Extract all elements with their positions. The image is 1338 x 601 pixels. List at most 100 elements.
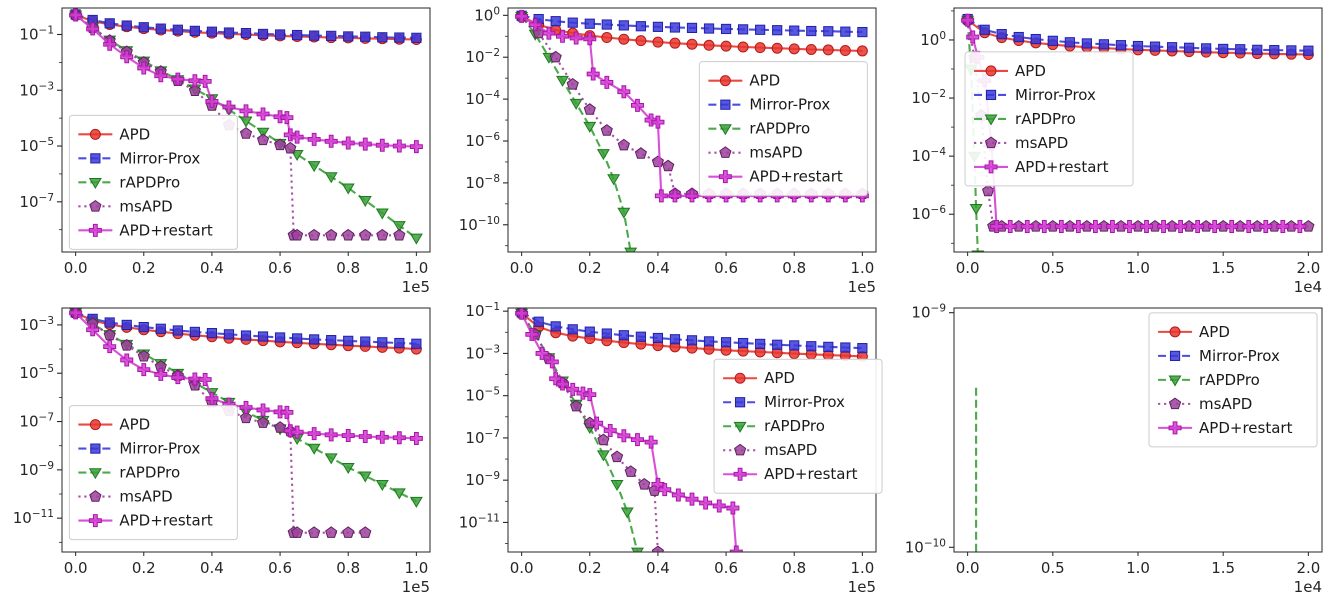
plus-marker [630, 98, 644, 112]
pentagon-marker [291, 228, 304, 241]
square-marker [618, 330, 629, 341]
circle-marker [734, 372, 746, 384]
square-marker [155, 323, 166, 334]
triangle-down-marker [631, 547, 644, 552]
square-marker [857, 26, 868, 38]
square-marker [635, 21, 646, 32]
x-tick-label: 1.0 [404, 259, 428, 277]
series-Mirror-Prox [516, 308, 868, 354]
square-marker [669, 22, 681, 33]
triangle-down-marker [969, 204, 983, 216]
pentagon-marker [617, 138, 630, 151]
x-tick-label: 0.8 [782, 259, 806, 277]
plus-marker [280, 405, 294, 419]
square-marker [121, 319, 132, 331]
y-tick-label: 10−9 [465, 470, 500, 489]
pentagon-marker [239, 411, 253, 424]
square-marker [206, 328, 218, 339]
subplot-top-middle: 0.0 0.2 0.4 0.6 0.8 1.0 1e5 10−10 10−8 10−6 10−4 10… [446, 0, 892, 300]
x-tick-label: 0.4 [646, 259, 670, 277]
plus-marker [198, 74, 212, 88]
square-marker [669, 334, 681, 345]
square-marker [104, 18, 115, 29]
square-marker [755, 24, 766, 35]
x-tick-label: 1.0 [850, 559, 874, 577]
x-tick-label: 0.0 [510, 259, 534, 277]
square-marker [377, 32, 388, 43]
plus-marker [545, 355, 559, 369]
square-marker [584, 326, 595, 337]
plus-marker [239, 401, 253, 415]
plus-marker [375, 138, 389, 152]
triangle-down-marker [239, 116, 253, 128]
series-APD+restart [515, 308, 743, 552]
plus-marker [712, 499, 726, 513]
square-marker [1064, 37, 1075, 48]
legend: APD Mirror-Prox rAPDPro msAPD APD+restart [713, 358, 883, 494]
circle-marker [754, 42, 766, 54]
legend-label: Mirror-Prox [1015, 86, 1096, 104]
square-marker [686, 335, 698, 346]
y-tick-label: 100 [474, 5, 500, 24]
pentagon-marker [662, 159, 675, 172]
legend-label: rAPDPro [1199, 371, 1260, 389]
legend-label: APD+restart [1015, 158, 1109, 176]
y-tick-label: 10−6 [911, 204, 946, 223]
square-marker [155, 23, 166, 34]
triangle-down-marker [556, 75, 569, 87]
plus-marker [392, 431, 406, 445]
triangle-down-marker [624, 247, 638, 252]
x-tick-label: 0.2 [132, 559, 156, 577]
square-marker [1098, 39, 1110, 50]
circle-marker [601, 32, 613, 44]
plus-marker [718, 170, 732, 184]
pentagon-marker [137, 349, 150, 362]
triangle-down-marker [324, 453, 338, 465]
square-marker [274, 332, 286, 343]
series-line [520, 312, 738, 552]
y-tick-label: 10−8 [465, 173, 500, 192]
plus-marker [1088, 219, 1102, 233]
square-marker [567, 324, 578, 335]
x-tick-label: 0.2 [578, 559, 602, 577]
plus-marker [658, 483, 672, 497]
square-marker [223, 27, 235, 38]
triangle-down-marker [88, 177, 102, 189]
x-tick-label: 0.8 [782, 559, 806, 577]
plus-marker [88, 514, 102, 528]
pentagon-marker [256, 416, 270, 428]
x-axis-offset-label: 1e5 [402, 578, 430, 596]
pentagon-marker [89, 490, 102, 502]
y-tick-label: 100 [920, 30, 946, 49]
y-tick-label: 10−5 [19, 136, 54, 155]
triangle-down-marker [307, 161, 321, 173]
axes-frame [61, 7, 431, 253]
square-marker [240, 27, 252, 39]
y-tick-label: 10−1 [19, 24, 54, 43]
plus-marker [1168, 421, 1182, 435]
x-tick-label: 0.4 [200, 259, 224, 277]
legend-label: APD+restart [119, 221, 213, 239]
square-marker [274, 29, 286, 40]
x-axis-offset-label: 1e5 [402, 278, 430, 296]
x-tick-label: 2.0 [1296, 559, 1320, 577]
x-axis-offset-label: 1e5 [848, 278, 876, 296]
circle-marker [720, 40, 732, 52]
triangle-down-marker [256, 127, 270, 139]
plus-marker [88, 223, 102, 237]
legend-label: APD+restart [764, 465, 858, 483]
square-marker [601, 328, 612, 339]
square-marker [1132, 40, 1144, 52]
square-marker [734, 397, 746, 408]
legend-box [964, 51, 1134, 187]
y-tick-label: 10−9 [911, 303, 946, 322]
square-marker [1184, 42, 1195, 53]
legend: APD Mirror-Prox rAPDPro msAPD APD+restart [68, 114, 238, 250]
triangle-down-marker [617, 207, 631, 219]
square-marker [720, 23, 732, 35]
circle-marker [89, 128, 101, 140]
pentagon-marker [308, 526, 321, 538]
square-marker [823, 26, 834, 37]
triangle-down-marker [358, 196, 372, 207]
